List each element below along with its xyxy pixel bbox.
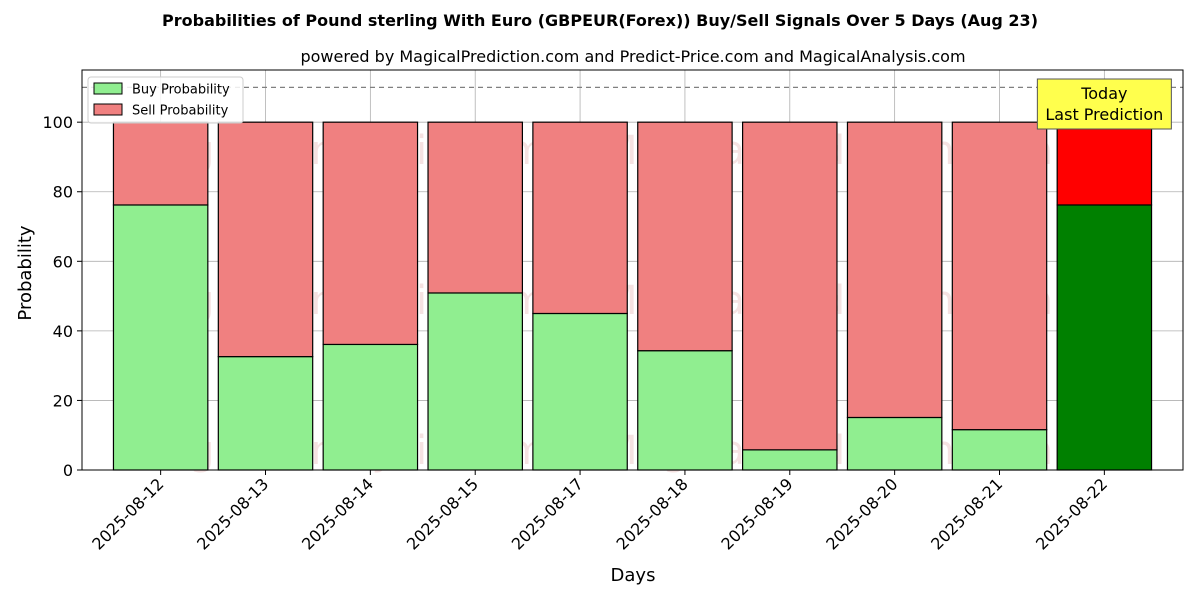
sell-bar-2025-08-22 bbox=[1056, 121, 1153, 206]
buy-bar-2025-08-18 bbox=[637, 350, 733, 471]
buy-bar-2025-08-19 bbox=[741, 449, 838, 471]
bars bbox=[112, 121, 1153, 471]
buy-bar-2025-08-14 bbox=[322, 343, 419, 471]
y-tick-label: 0 bbox=[63, 461, 73, 480]
legend-swatch bbox=[93, 103, 123, 116]
sell-bar-2025-08-17 bbox=[532, 121, 628, 315]
legend-swatch bbox=[93, 82, 123, 95]
buy-bar-2025-08-13 bbox=[217, 356, 314, 471]
sell-bar-2025-08-13 bbox=[217, 121, 314, 358]
sell-bar-2025-08-15 bbox=[427, 121, 523, 294]
y-tick-label: 20 bbox=[53, 391, 73, 410]
sell-bar-2025-08-20 bbox=[846, 121, 943, 419]
sell-bar-2025-08-18 bbox=[637, 121, 733, 352]
y-axis: 0 20 40 60 80 100 bbox=[42, 113, 82, 480]
legend-label: Buy Probability bbox=[132, 83, 230, 98]
y-tick-label: 40 bbox=[53, 322, 73, 341]
y-tick-label: 60 bbox=[53, 252, 73, 271]
annotation-box bbox=[1036, 78, 1172, 130]
x-axis-label: Days bbox=[611, 565, 656, 586]
legend-box bbox=[87, 76, 244, 124]
annotation-text: Today bbox=[1080, 84, 1127, 103]
buy-bar-2025-08-21 bbox=[951, 429, 1048, 471]
y-tick-label: 100 bbox=[42, 113, 73, 132]
buy-bar-2025-08-12 bbox=[112, 204, 209, 471]
sell-bar-2025-08-12 bbox=[112, 121, 209, 206]
buy-bar-2025-08-15 bbox=[427, 292, 523, 471]
chart-subtitle: powered by MagicalPrediction.com and Pre… bbox=[300, 47, 965, 66]
sell-bar-2025-08-14 bbox=[322, 121, 419, 346]
legend-label: Sell Probability bbox=[132, 104, 229, 119]
sell-bar-2025-08-19 bbox=[741, 121, 838, 451]
legend: Buy Probability Sell Probability bbox=[87, 76, 244, 124]
today-annotation: Today Last Prediction bbox=[1036, 78, 1172, 130]
y-tick-label: 80 bbox=[53, 183, 73, 202]
buy-bar-2025-08-17 bbox=[532, 312, 628, 471]
chart-title: Probabilities of Pound sterling With Eur… bbox=[162, 11, 1038, 30]
buy-bar-2025-08-22 bbox=[1056, 204, 1153, 471]
buy-bar-2025-08-20 bbox=[846, 416, 943, 471]
y-axis-label: Probability bbox=[15, 225, 36, 320]
sell-bar-2025-08-21 bbox=[951, 121, 1048, 431]
annotation-text: Last Prediction bbox=[1045, 105, 1163, 124]
plot-frame bbox=[81, 69, 1184, 471]
